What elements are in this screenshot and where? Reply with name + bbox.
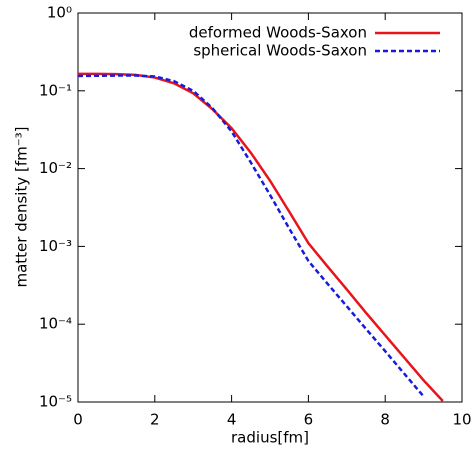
x-tick-label: 6 [304, 411, 314, 429]
legend-label: deformed Woods-Saxon [189, 24, 367, 42]
x-axis-label: radius[fm] [231, 429, 309, 447]
data-line [78, 74, 425, 398]
y-axis-label: matter density [fm⁻³] [13, 126, 31, 287]
legend-label: spherical Woods-Saxon [193, 42, 367, 60]
y-tick-label: 10⁻⁴ [39, 315, 72, 333]
y-tick-label: 10⁻³ [39, 237, 72, 255]
x-tick-label: 2 [150, 411, 160, 429]
data-line [78, 72, 444, 402]
x-tick-label: 0 [73, 411, 83, 429]
y-tick-label: 10⁰ [47, 4, 72, 22]
y-tick-label: 10⁻⁵ [39, 393, 72, 411]
x-tick-label: 4 [227, 411, 237, 429]
plot-frame [77, 12, 463, 403]
y-tick-label: 10⁻¹ [39, 81, 72, 99]
x-tick-label: 10 [452, 411, 471, 429]
x-tick-label: 8 [380, 411, 390, 429]
y-tick-label: 10⁻² [39, 159, 72, 177]
